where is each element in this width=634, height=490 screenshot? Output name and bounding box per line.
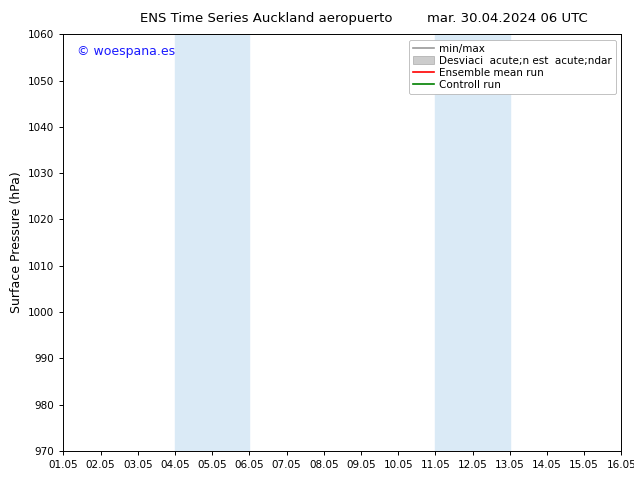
Bar — [436, 34, 510, 451]
Legend: min/max, Desviaci  acute;n est  acute;ndar, Ensemble mean run, Controll run: min/max, Desviaci acute;n est acute;ndar… — [409, 40, 616, 94]
Text: mar. 30.04.2024 06 UTC: mar. 30.04.2024 06 UTC — [427, 12, 588, 25]
Bar — [175, 34, 249, 451]
Y-axis label: Surface Pressure (hPa): Surface Pressure (hPa) — [10, 172, 23, 314]
Text: ENS Time Series Auckland aeropuerto: ENS Time Series Auckland aeropuerto — [140, 12, 392, 25]
Text: © woespana.es: © woespana.es — [77, 45, 176, 58]
